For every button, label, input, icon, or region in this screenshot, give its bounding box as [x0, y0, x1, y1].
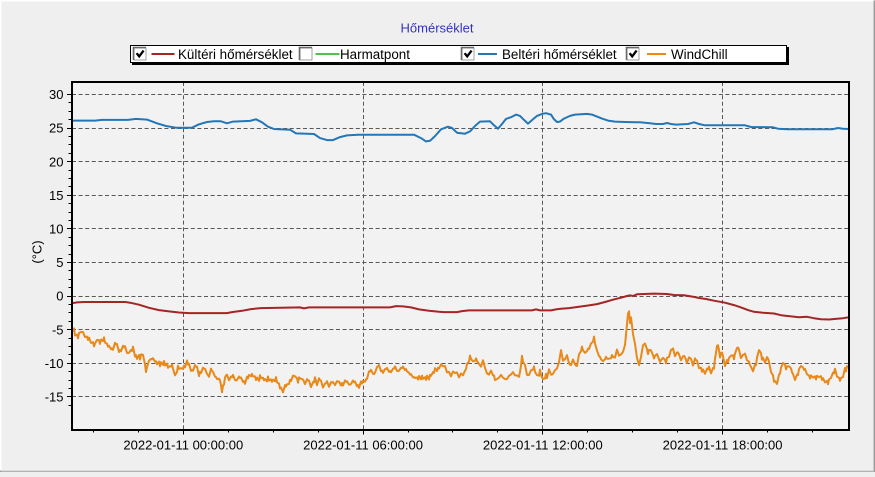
svg-text:2022-01-11 12:00:00: 2022-01-11 12:00:00: [483, 437, 603, 452]
svg-text:15: 15: [49, 188, 63, 203]
svg-text:Hőmérséklet: Hőmérséklet: [401, 21, 474, 36]
svg-text:-10: -10: [45, 356, 64, 371]
svg-text:2022-01-11 06:00:00: 2022-01-11 06:00:00: [303, 437, 423, 452]
svg-text:WindChill: WindChill: [671, 47, 728, 62]
svg-text:Beltéri hőmérséklet: Beltéri hőmérséklet: [502, 47, 617, 62]
svg-text:(°C): (°C): [30, 240, 45, 263]
svg-text:Harmatpont: Harmatpont: [340, 47, 410, 62]
svg-text:Kültéri hőmérséklet: Kültéri hőmérséklet: [178, 47, 293, 62]
svg-text:30: 30: [49, 87, 63, 102]
svg-text:2022-01-11 18:00:00: 2022-01-11 18:00:00: [663, 437, 783, 452]
svg-text:10: 10: [49, 222, 63, 237]
svg-text:20: 20: [49, 154, 63, 169]
svg-text:2022-01-11 00:00:00: 2022-01-11 00:00:00: [123, 437, 243, 452]
svg-text:-15: -15: [45, 390, 64, 405]
svg-text:-5: -5: [52, 322, 64, 337]
svg-text:0: 0: [56, 289, 63, 304]
svg-text:5: 5: [56, 255, 63, 270]
svg-text:25: 25: [49, 121, 63, 136]
